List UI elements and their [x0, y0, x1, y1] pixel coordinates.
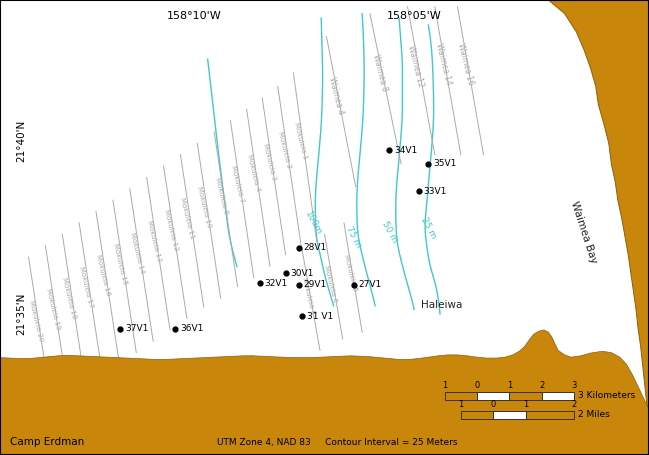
Text: 1: 1	[523, 400, 528, 409]
Text: 0: 0	[474, 381, 480, 390]
Text: 75 m: 75 m	[345, 224, 363, 249]
Text: 37V1: 37V1	[125, 324, 149, 333]
Text: Mokuleia 7: Mokuleia 7	[230, 165, 245, 203]
Text: 100m: 100m	[302, 209, 323, 237]
Text: 36V1: 36V1	[180, 324, 204, 333]
Text: Mokuleia 2: Mokuleia 2	[277, 131, 293, 169]
Text: 25 m: 25 m	[419, 215, 437, 240]
Text: 27V1: 27V1	[359, 280, 382, 289]
Text: Mokuleia 12: Mokuleia 12	[163, 208, 178, 251]
Text: 30V1: 30V1	[291, 268, 314, 278]
Text: Mokuleia 3: Mokuleia 3	[262, 142, 277, 181]
Text: Waimea 16: Waimea 16	[456, 42, 476, 86]
Text: Mokuleia 5: Mokuleia 5	[343, 254, 358, 292]
Polygon shape	[548, 0, 649, 419]
Text: 2 Miles: 2 Miles	[578, 410, 610, 420]
Text: 21°35'N: 21°35'N	[16, 293, 26, 335]
Text: 0: 0	[491, 400, 496, 409]
Text: 21°40'N: 21°40'N	[16, 120, 26, 162]
Bar	[461, 411, 493, 419]
Text: Mokuleia 10: Mokuleia 10	[197, 186, 212, 228]
Text: 3 Kilometers: 3 Kilometers	[578, 391, 635, 400]
Text: 158°10'W: 158°10'W	[167, 11, 222, 21]
Text: 28V1: 28V1	[304, 243, 327, 253]
Text: Mokuleia 13: Mokuleia 13	[146, 220, 162, 263]
Text: Mokuleia 6: Mokuleia 6	[323, 265, 339, 303]
Text: 2: 2	[572, 400, 577, 409]
Bar	[477, 392, 509, 400]
Text: 1: 1	[507, 381, 512, 390]
Text: Mokuleia 14: Mokuleia 14	[129, 231, 145, 274]
Text: Camp Erdman: Camp Erdman	[10, 437, 84, 447]
Text: Mokuleia 17: Mokuleia 17	[79, 265, 94, 308]
Text: Mokuleia 8: Mokuleia 8	[300, 277, 316, 315]
Text: 50 m: 50 m	[380, 220, 398, 244]
Bar	[542, 392, 574, 400]
Text: 1: 1	[442, 381, 447, 390]
Text: Mokuleia 20: Mokuleia 20	[28, 299, 43, 342]
Text: 158°05'W: 158°05'W	[387, 11, 441, 21]
Text: 29V1: 29V1	[304, 280, 327, 289]
Text: Waimea 12: Waimea 12	[406, 44, 426, 88]
Text: Mokuleia 16: Mokuleia 16	[95, 254, 111, 297]
Text: 33V1: 33V1	[424, 187, 447, 196]
Text: 32V1: 32V1	[265, 278, 288, 288]
Bar	[445, 392, 477, 400]
Text: Mokuleia 1: Mokuleia 1	[293, 122, 308, 160]
Text: Waimea 4: Waimea 4	[327, 76, 345, 115]
Text: Mokuleia 4: Mokuleia 4	[246, 154, 262, 192]
Text: Mokuleia 9: Mokuleia 9	[214, 177, 229, 215]
Text: Waimea 14: Waimea 14	[434, 42, 453, 86]
Text: 2: 2	[539, 381, 545, 390]
Text: 3: 3	[572, 381, 577, 390]
Bar	[493, 411, 526, 419]
Text: 34V1: 34V1	[395, 146, 418, 155]
Bar	[509, 392, 542, 400]
Polygon shape	[0, 330, 649, 455]
Text: Mokuleia 19: Mokuleia 19	[45, 288, 60, 331]
Text: UTM Zone 4, NAD 83     Contour Interval = 25 Meters: UTM Zone 4, NAD 83 Contour Interval = 25…	[217, 438, 458, 447]
Text: Mokuleia 18: Mokuleia 18	[62, 277, 77, 319]
Text: Haleiwa: Haleiwa	[421, 300, 462, 310]
Text: Waimea 8: Waimea 8	[371, 53, 389, 92]
Bar	[526, 411, 574, 419]
Text: Waimea Bay: Waimea Bay	[569, 200, 599, 264]
Text: 35V1: 35V1	[434, 159, 457, 168]
Text: Mokuleia 11: Mokuleia 11	[180, 197, 195, 240]
Text: 1: 1	[458, 400, 463, 409]
Text: Mokuleia 15: Mokuleia 15	[112, 243, 128, 285]
Text: 31 V1: 31 V1	[307, 312, 333, 321]
